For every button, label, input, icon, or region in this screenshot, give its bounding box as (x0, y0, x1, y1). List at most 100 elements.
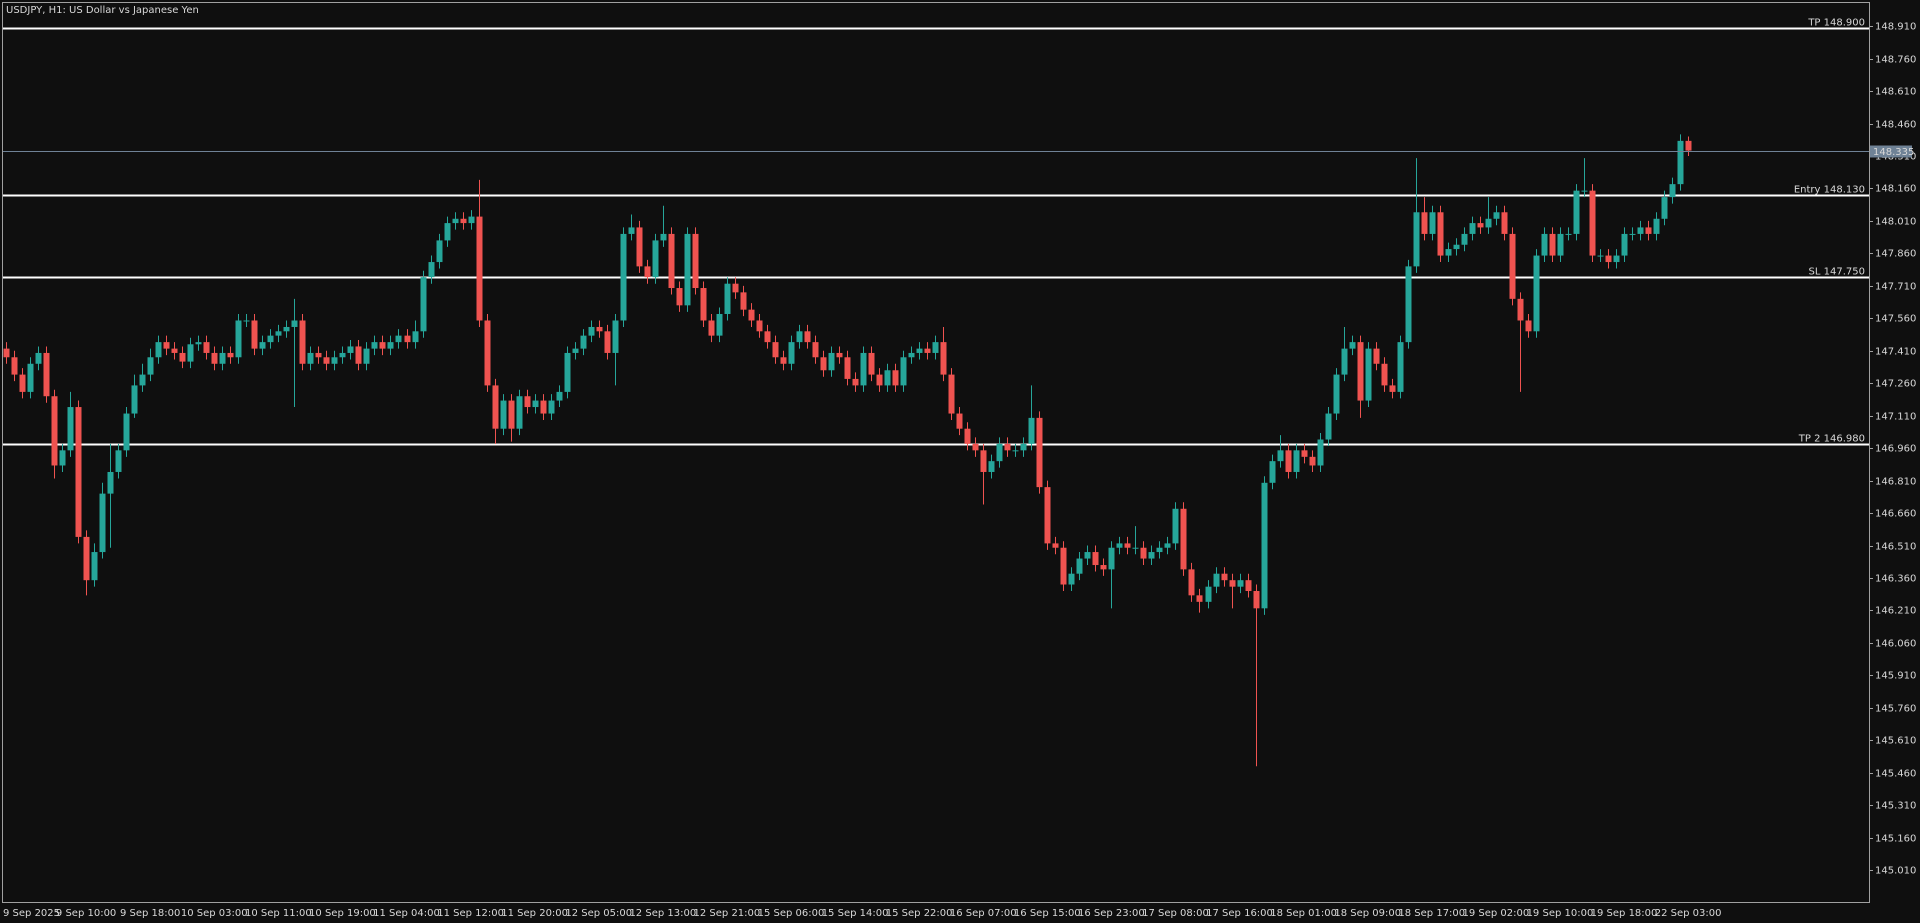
plot-frame (2, 2, 1870, 903)
candle-body (972, 443, 979, 451)
candle-body (1469, 223, 1476, 234)
candle-body (1365, 348, 1372, 401)
candle-body (387, 342, 394, 349)
candle-body (171, 348, 178, 353)
candle-body (956, 413, 963, 429)
candle-body (700, 288, 707, 321)
candle-body (1012, 450, 1019, 452)
candle-body (75, 407, 82, 537)
candle-body (251, 320, 258, 349)
y-tick-label: 148.010 (1875, 217, 1916, 228)
y-tick-label: 145.460 (1875, 769, 1916, 780)
candle-body (1100, 565, 1107, 570)
candle-body (1020, 443, 1027, 451)
candle-body (1205, 586, 1212, 602)
candle-body (1317, 439, 1324, 466)
y-tick-label: 145.910 (1875, 671, 1916, 682)
candle-body (1429, 212, 1436, 234)
candle-body (147, 357, 154, 375)
x-tick-label: 9 Sep 10:00 (56, 908, 116, 919)
candle-body (1172, 508, 1179, 544)
candle-body (988, 461, 995, 472)
candle-body (436, 240, 443, 263)
y-tick-label: 145.760 (1875, 704, 1916, 715)
candle-body (347, 346, 354, 353)
candle-body (1421, 212, 1428, 234)
candle-body (1301, 450, 1308, 457)
candle-body (59, 450, 66, 466)
candle-body (452, 218, 459, 224)
candle-body (1437, 212, 1444, 256)
candle-body (740, 292, 747, 310)
candle-body (620, 233, 627, 321)
candle-body (1397, 342, 1404, 392)
candle-body (532, 400, 539, 408)
candle-body (99, 493, 106, 553)
candle-body (35, 352, 42, 364)
candle-body (1485, 218, 1492, 228)
candle-body (1509, 233, 1516, 299)
candle-body (804, 331, 811, 343)
y-tick-label: 146.960 (1875, 444, 1916, 455)
x-tick-label: 15 Sep 22:00 (886, 908, 953, 919)
candle-body (1253, 591, 1260, 609)
y-tick-label: 146.810 (1875, 477, 1916, 488)
candle-body (876, 374, 883, 386)
candle-body (139, 374, 146, 386)
level-label: SL 147.750 (1809, 267, 1865, 278)
candle-body (892, 370, 899, 386)
y-tick-label: 147.410 (1875, 347, 1916, 358)
candle-body (860, 352, 867, 386)
candle-body (1661, 197, 1668, 219)
candle-body (628, 227, 635, 234)
candle-body (155, 342, 162, 358)
x-tick-label: 16 Sep 23:00 (1078, 908, 1145, 919)
candle-body (676, 288, 683, 306)
candle-body (1357, 342, 1364, 401)
candle-body (940, 342, 947, 375)
candle-body (708, 320, 715, 336)
candle-body (1156, 547, 1163, 553)
candle-body (115, 450, 122, 472)
candle-body (131, 385, 138, 414)
candle-body (1669, 184, 1676, 198)
level-label: TP 148.900 (1807, 18, 1865, 29)
candle-body (540, 400, 547, 414)
y-tick-label: 145.160 (1875, 834, 1916, 845)
candle-body (732, 283, 739, 293)
candle-body (107, 471, 114, 494)
candle-body (820, 357, 827, 371)
candle-body (716, 313, 723, 336)
candle-body (756, 320, 763, 332)
x-tick-label: 16 Sep 07:00 (950, 908, 1017, 919)
candle-body (19, 374, 26, 392)
candle-body (724, 283, 731, 314)
candle-body (764, 331, 771, 343)
candle-body (307, 352, 314, 364)
candle-body (291, 320, 298, 327)
y-tick-label: 148.610 (1875, 87, 1916, 98)
candle-body (323, 357, 330, 364)
candle-body (379, 342, 386, 349)
candle-body (796, 331, 803, 343)
x-tick-label: 11 Sep 04:00 (373, 908, 440, 919)
candle-body (916, 348, 923, 353)
candle-body (1533, 255, 1540, 332)
candle-body (1333, 374, 1340, 414)
candle-body (1036, 417, 1043, 488)
x-tick-label: 12 Sep 05:00 (565, 908, 632, 919)
candle-body (1237, 580, 1244, 587)
candle-body (500, 400, 507, 429)
candle-body (1084, 552, 1091, 559)
candle-body (1188, 569, 1195, 596)
candle-body (692, 233, 699, 289)
x-tick-label: 12 Sep 13:00 (629, 908, 696, 919)
x-tick-label: 16 Sep 15:00 (1014, 908, 1081, 919)
candle-body (1148, 552, 1155, 559)
candle-body (1597, 255, 1604, 257)
candle-body (315, 352, 322, 358)
candle-body (908, 352, 915, 358)
candle-body (844, 357, 851, 379)
candle-body (508, 400, 515, 429)
candle-body (668, 233, 675, 289)
